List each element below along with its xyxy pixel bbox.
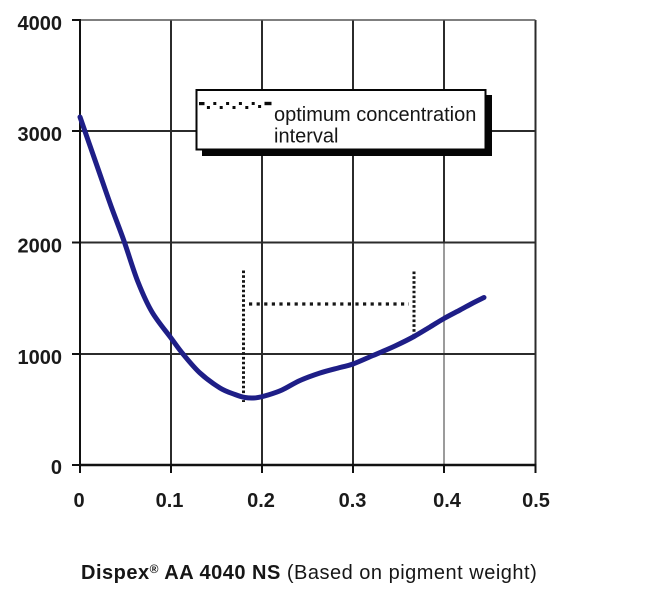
svg-text:optimum concentration: optimum concentration: [274, 104, 476, 126]
svg-text:1000: 1000: [18, 347, 63, 369]
svg-text:0.1: 0.1: [156, 490, 184, 512]
svg-text:0: 0: [51, 457, 62, 479]
svg-text:3000: 3000: [18, 124, 63, 146]
svg-text:0.3: 0.3: [339, 490, 367, 512]
svg-text:Dispex® AA 4040 NS (Based on p: Dispex® AA 4040 NS (Based on pigment wei…: [81, 562, 537, 584]
svg-text:0.2: 0.2: [247, 490, 275, 512]
svg-text:interval: interval: [274, 126, 338, 148]
svg-text:0.4: 0.4: [433, 490, 462, 512]
svg-text:0: 0: [73, 490, 84, 512]
svg-text:2000: 2000: [18, 236, 63, 258]
svg-text:0.5: 0.5: [522, 490, 550, 512]
svg-text:4000: 4000: [18, 13, 63, 35]
